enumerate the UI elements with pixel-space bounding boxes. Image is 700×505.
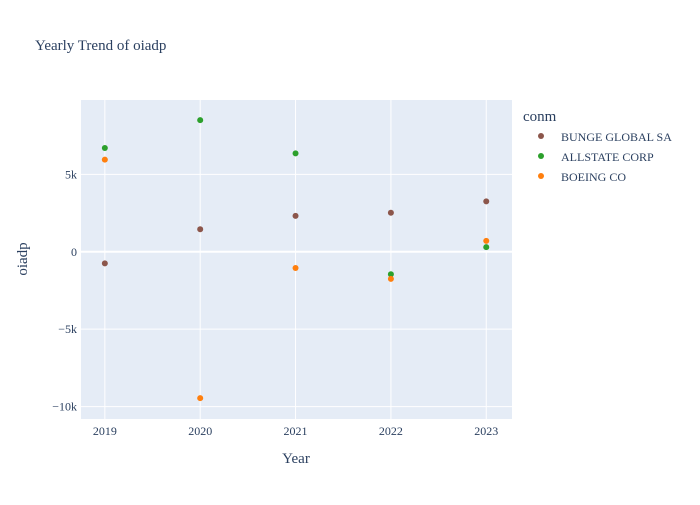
chart-title: Yearly Trend of oiadp — [35, 38, 166, 54]
data-point — [292, 212, 299, 219]
legend-marker — [538, 133, 544, 139]
data-point — [101, 260, 108, 267]
legend-label: BOEING CO — [561, 170, 626, 184]
y-tick-label: 0 — [71, 245, 77, 259]
x-axis-title: Year — [282, 451, 310, 467]
x-tick-label: 2020 — [188, 424, 212, 438]
y-tick-label: 5k — [65, 167, 77, 181]
data-point — [387, 275, 394, 282]
legend-marker — [538, 173, 544, 179]
x-tick-label: 2022 — [379, 424, 403, 438]
data-point — [197, 226, 204, 233]
y-tick-label: −5k — [58, 322, 77, 336]
legend-label: ALLSTATE CORP — [561, 150, 654, 164]
data-point — [483, 237, 490, 244]
data-point — [387, 271, 394, 278]
legend: conm BUNGE GLOBAL SA ALLSTATE CORP BOEING … — [523, 109, 672, 184]
x-tick-label: 2023 — [474, 424, 498, 438]
x-tick-label: 2019 — [93, 424, 117, 438]
data-point — [387, 209, 394, 216]
data-point — [101, 156, 108, 163]
legend-title: conm — [523, 109, 557, 125]
data-point — [483, 244, 490, 251]
data-point — [292, 265, 299, 272]
data-point — [292, 150, 299, 157]
plot-area — [81, 100, 512, 419]
data-points — [101, 117, 490, 402]
legend-items: BUNGE GLOBAL SA ALLSTATE CORP BOEING CO — [538, 130, 672, 184]
x-tick-label: 2021 — [284, 424, 308, 438]
data-point — [197, 395, 204, 402]
legend-label: BUNGE GLOBAL SA — [561, 130, 672, 144]
data-point — [197, 117, 204, 124]
x-axis-ticks: 2019 2020 2021 2022 2023 — [93, 424, 498, 438]
y-axis-title: oiadp — [15, 242, 31, 275]
y-axis-ticks: 5k 0 −5k −10k — [52, 167, 77, 413]
data-point — [101, 145, 108, 152]
legend-marker — [538, 153, 544, 159]
y-tick-label: −10k — [52, 400, 77, 414]
data-point — [483, 198, 490, 205]
